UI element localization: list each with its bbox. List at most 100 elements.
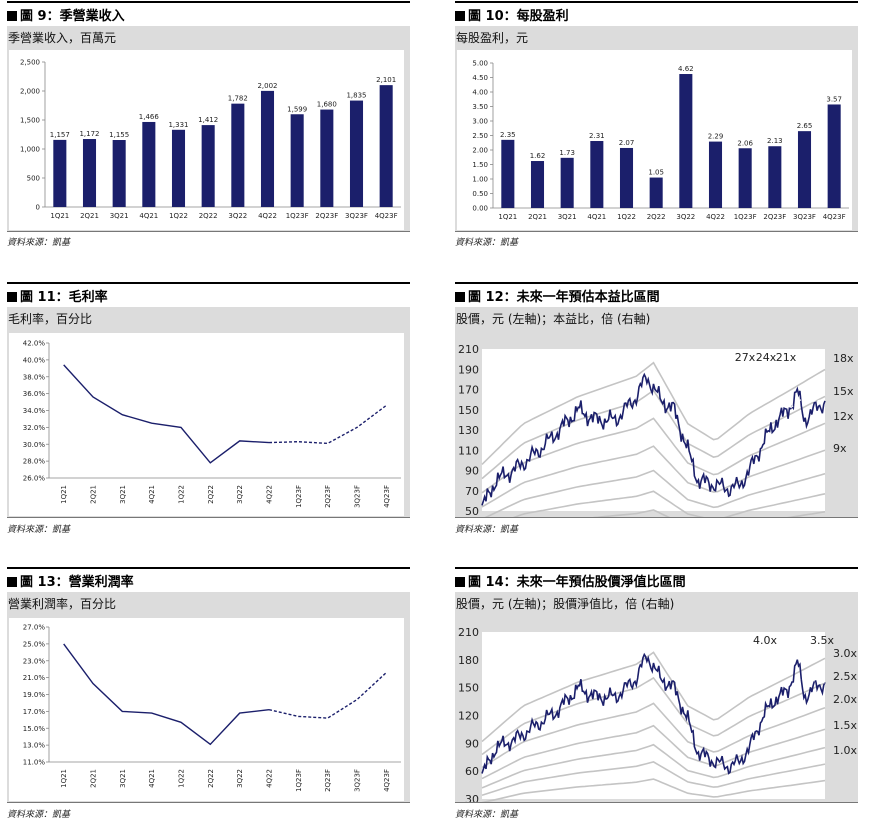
y-tick-label: 2,000	[20, 88, 40, 96]
x-tick-label: 1Q22	[169, 212, 188, 220]
title-rule	[7, 1, 410, 3]
y-tick-label: 90	[465, 737, 479, 750]
x-tick-label: 2Q21	[90, 769, 98, 788]
bar	[260, 90, 275, 207]
valuation-band-line	[481, 651, 826, 743]
x-tick-label: 4Q22	[706, 213, 725, 221]
data-label: 2.31	[589, 132, 605, 140]
bar	[708, 141, 723, 208]
line-chart-svg: 11.0% 13.0% 15.0% 17.0% 19.0% 21.0% 23.0% 25.0%…	[23, 624, 401, 792]
valuation-band-line	[481, 778, 826, 802]
square-icon	[455, 11, 465, 21]
x-tick-label: Mar-21	[729, 515, 767, 517]
x-tick-label: 3Q22	[236, 769, 244, 788]
bar	[290, 114, 304, 207]
data-label: 2.29	[708, 133, 724, 141]
data-label: 1.62	[530, 152, 546, 160]
x-tick-label: Mar-17	[600, 515, 638, 517]
valuation-band-line	[484, 469, 826, 517]
valuation-band-line	[481, 361, 826, 465]
x-tick-label: Mar-13	[471, 515, 509, 517]
chart-title: 圖 14：未來一年預估股價淨值比區間	[455, 571, 686, 590]
band-label-right: 15x	[833, 385, 854, 398]
y-tick-label: 1.00	[472, 176, 488, 184]
data-label: 2.35	[500, 131, 516, 139]
source-note: 資料來源：凱基	[455, 525, 519, 535]
y-tick-label: 1,500	[20, 117, 40, 125]
x-tick-label: 4Q21	[148, 485, 156, 504]
x-tick-label: 1Q22	[178, 485, 186, 504]
data-label: 1,782	[228, 95, 248, 103]
y-tick-label: 3.50	[472, 103, 488, 111]
y-tick-label: 500	[27, 175, 40, 183]
band-label-right: 18x	[833, 352, 854, 365]
y-tick-label: 23.0%	[23, 657, 46, 665]
y-tick-label: 150	[458, 682, 479, 695]
x-tick-label: 3Q21	[558, 213, 577, 221]
x-tick-label: Mar-23	[794, 515, 832, 517]
x-tick-label: 1Q23F	[295, 485, 303, 508]
y-tick-label: 180	[458, 654, 479, 667]
y-tick-label: 150	[458, 404, 479, 417]
source-note: 資料來源：凱基	[7, 525, 71, 535]
actual-series-line	[63, 643, 270, 746]
x-tick-label: 3Q23F	[345, 212, 368, 220]
x-tick-label: 2Q22	[647, 213, 666, 221]
y-tick-label: 210	[458, 626, 479, 639]
bar	[560, 157, 574, 208]
chart-frame: 股價，元 (左軸)；本益比，倍 (右軸) 50 70 90 110 130 150 170 1…	[455, 307, 858, 518]
y-tick-label: 0.00	[472, 205, 488, 213]
y-tick-label: 19.0%	[23, 691, 46, 699]
bar	[619, 147, 634, 208]
y-tick-label: 25.0%	[23, 640, 46, 648]
source-note: 資料來源：凱基	[7, 810, 71, 820]
band-label-right: 3.0x	[833, 647, 857, 660]
bar	[171, 129, 186, 207]
x-tick-label: 4Q22	[266, 485, 274, 504]
y-tick-label: 2.50	[472, 132, 488, 140]
x-tick-label: 2Q21	[528, 213, 547, 221]
bar	[530, 161, 545, 208]
chart-title: 圖 12：未來一年預估本益比區間	[455, 286, 660, 305]
source-note: 資料來源：凱基	[7, 238, 71, 248]
source-note: 資料來源：凱基	[455, 810, 519, 820]
data-label: 1,157	[50, 131, 70, 139]
y-tick-label: 170	[458, 384, 479, 397]
plot-background	[482, 349, 825, 511]
forecast-series-line	[268, 672, 387, 719]
actual-series-line	[63, 364, 270, 464]
x-tick-label: 4Q23F	[375, 212, 398, 220]
chart-title: 圖 11：毛利率	[7, 286, 108, 305]
data-label: 1,599	[287, 105, 307, 113]
x-tick-label: 1Q23F	[734, 213, 757, 221]
y-tick-label: 32.0%	[23, 424, 46, 432]
x-tick-label: 1Q23F	[295, 769, 303, 792]
y-tick-label: 15.0%	[23, 725, 46, 733]
y-tick-label: 130	[458, 424, 479, 437]
data-label: 2.06	[737, 139, 753, 147]
y-tick-label: 30.0%	[23, 441, 46, 449]
y-tick-label: 13.0%	[23, 742, 46, 750]
x-tick-label: 4Q21	[148, 769, 156, 788]
data-label: 1.05	[648, 169, 664, 177]
chart-title: 圖 13：營業利潤率	[7, 571, 134, 590]
y-tick-label: 11.0%	[23, 759, 46, 767]
price-series-line	[481, 372, 826, 506]
valuation-band-line	[481, 389, 826, 480]
x-tick-label: 2Q22	[207, 769, 215, 788]
chart-title: 圖 9：季營業收入	[7, 5, 125, 24]
forecast-series-line	[790, 677, 826, 689]
data-label: 1,680	[317, 101, 337, 109]
x-tick-label: 4Q23F	[383, 485, 391, 508]
x-tick-label: 3Q22	[676, 213, 695, 221]
y-tick-label: 21.0%	[23, 674, 46, 682]
valuation-band-line	[481, 702, 826, 769]
plot-background	[482, 632, 825, 799]
x-tick-label: 3Q23F	[793, 213, 816, 221]
x-tick-label: 4Q23F	[383, 769, 391, 792]
y-tick-label: 26.0%	[23, 475, 46, 483]
y-tick-label: 3.00	[472, 118, 488, 126]
square-icon	[7, 292, 17, 302]
bar	[82, 139, 97, 207]
y-tick-label: 0	[36, 204, 40, 212]
